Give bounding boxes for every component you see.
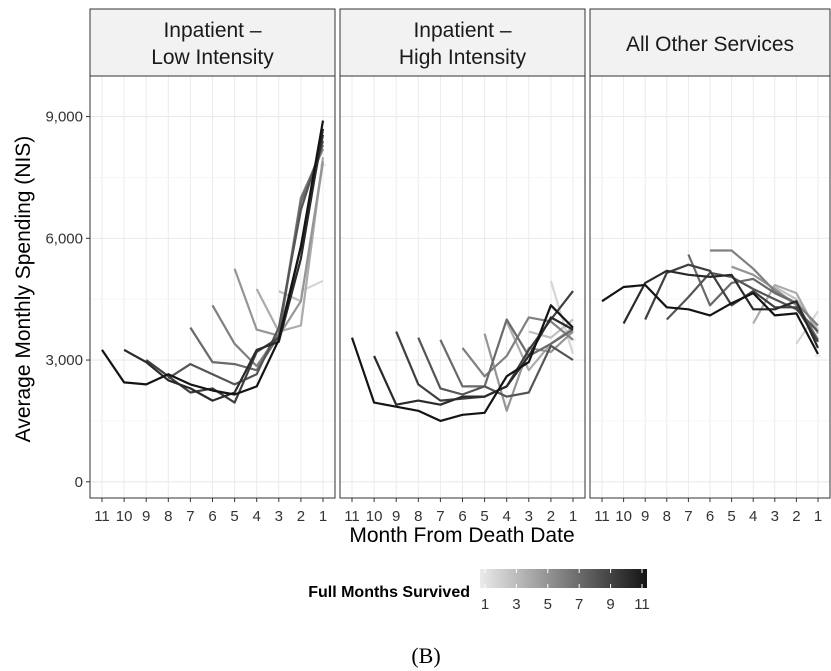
legend-colorbar [480, 569, 647, 588]
x-tick-label: 8 [414, 508, 422, 525]
x-tick-label: 1 [814, 508, 822, 525]
y-tick-label: 6,000 [45, 230, 83, 247]
y-tick-label: 3,000 [45, 352, 83, 369]
x-tick-label: 7 [436, 508, 444, 525]
panel-title-line: Inpatient – [413, 19, 511, 42]
x-tick-label: 5 [230, 508, 238, 525]
x-axis-title: Month From Death Date [349, 524, 574, 547]
x-tick-label: 8 [164, 508, 172, 525]
x-tick-label: 8 [663, 508, 671, 525]
x-tick-label: 7 [186, 508, 194, 525]
x-tick-label: 4 [503, 508, 511, 525]
grid [590, 76, 830, 498]
x-tick-label: 6 [458, 508, 466, 525]
legend-ticks: 1 3 5 7 9 11 [481, 569, 650, 613]
legend-title: Full Months Survived [308, 584, 470, 601]
y-tick-label: 9,000 [45, 109, 83, 126]
series-line-group-5 [483, 330, 574, 412]
grid [340, 76, 585, 498]
y-axis-title: Average Monthly Spending (NIS) [12, 136, 35, 443]
legend-tick-label: 1 [481, 596, 489, 613]
series-group [101, 120, 326, 404]
x-tick-label: 10 [615, 508, 632, 525]
series-line-group-7 [189, 144, 325, 372]
legend-tick-label: 5 [544, 596, 552, 613]
x-tick-label: 9 [392, 508, 400, 525]
x-tick-label: 11 [344, 508, 360, 525]
panel-strip [89, 8, 336, 77]
x-tick-label: 5 [727, 508, 735, 525]
y-tick-label: 0 [75, 474, 83, 491]
series-line-group-7 [439, 318, 574, 388]
x-tick-label: 5 [480, 508, 488, 525]
panel-title-line: All Other Services [626, 33, 794, 56]
x-tick-label: 3 [525, 508, 533, 525]
panel-3: All Other Services 11 10 9 8 7 6 5 4 3 2 1 [589, 8, 831, 525]
x-tick-label: 4 [253, 508, 261, 525]
figure-caption: (B) [411, 643, 440, 668]
legend-tick-label: 11 [634, 596, 650, 613]
x-tick-label: 2 [297, 508, 305, 525]
series-line-group-11 [101, 120, 325, 396]
x-tick-label: 9 [641, 508, 649, 525]
legend-tick-label: 7 [575, 596, 583, 613]
series-line-group-10 [123, 128, 325, 402]
panel-title-line: High Intensity [399, 46, 527, 69]
legend-tick-label: 9 [606, 596, 614, 613]
x-tick-label: 3 [771, 508, 779, 525]
series-line-group-11 [350, 304, 574, 422]
x-tick-label: 2 [792, 508, 800, 525]
series-line-group-10 [622, 269, 819, 349]
x-tick-label: 11 [594, 508, 610, 525]
x-tick-label: 4 [749, 508, 757, 525]
series-line-group-9 [644, 263, 819, 343]
legend-tick-label: 3 [512, 596, 520, 613]
x-tick-label: 10 [366, 508, 383, 525]
x-tick-label: 6 [208, 508, 216, 525]
panel-title-line: Low Intensity [151, 46, 274, 69]
legend: Full Months Survived 1 3 5 7 9 11 [308, 569, 650, 613]
series-group [601, 249, 821, 358]
panel-strip [589, 8, 831, 77]
panel-title-line: Inpatient – [163, 19, 261, 42]
series-line-group-11 [601, 283, 819, 355]
series-line-group-4 [255, 157, 325, 333]
x-tick-label: 10 [116, 508, 133, 525]
x-tick-label: 6 [706, 508, 714, 525]
series-line-group-2 [795, 310, 819, 345]
x-tick-label: 11 [94, 508, 110, 525]
panel-2: Inpatient – High Intensity 11 10 9 8 7 6 5 4 3 2 1 [339, 8, 586, 525]
x-tick-label: 3 [275, 508, 283, 525]
series-group [350, 280, 576, 422]
x-tick-label: 7 [684, 508, 692, 525]
x-tick-label: 2 [547, 508, 555, 525]
panel-strip [339, 8, 586, 77]
x-tick-label: 1 [569, 508, 577, 525]
x-tick-label: 9 [142, 508, 150, 525]
x-tick-label: 1 [319, 508, 327, 525]
